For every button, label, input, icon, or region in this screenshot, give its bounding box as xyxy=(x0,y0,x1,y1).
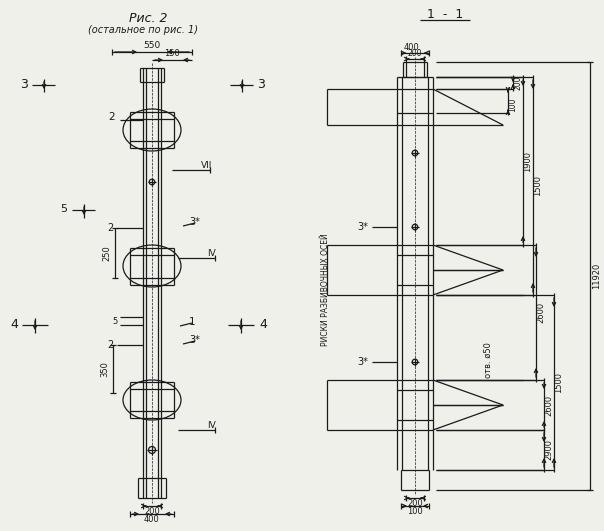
Text: 100: 100 xyxy=(509,98,518,112)
Text: 400: 400 xyxy=(144,516,160,525)
Text: 1500: 1500 xyxy=(554,372,564,393)
Text: 150: 150 xyxy=(164,49,180,58)
Text: 4: 4 xyxy=(10,318,18,330)
Text: 200: 200 xyxy=(407,500,423,509)
Text: (остальное по рис. 1): (остальное по рис. 1) xyxy=(88,25,198,35)
Text: 200: 200 xyxy=(513,76,522,90)
Text: 2600: 2600 xyxy=(544,395,553,416)
Text: 200: 200 xyxy=(144,508,160,517)
Text: 1900: 1900 xyxy=(524,150,533,172)
Text: 5: 5 xyxy=(60,204,68,214)
Text: 1: 1 xyxy=(188,317,195,327)
Text: 550: 550 xyxy=(143,41,161,50)
Text: 1  -  1: 1 - 1 xyxy=(427,7,463,21)
Text: отв. ø50: отв. ø50 xyxy=(483,342,492,378)
Text: IV: IV xyxy=(208,250,216,259)
Text: IV: IV xyxy=(208,422,216,431)
Text: РИСКИ РАЗБИВОЧНЫХ ОСЕЙ: РИСКИ РАЗБИВОЧНЫХ ОСЕЙ xyxy=(321,234,330,346)
Text: 3*: 3* xyxy=(190,335,201,345)
Text: VII: VII xyxy=(201,160,213,169)
Text: 200: 200 xyxy=(408,49,422,58)
Text: 2: 2 xyxy=(107,340,113,350)
Text: 2: 2 xyxy=(109,112,115,122)
Text: 1500: 1500 xyxy=(533,176,542,196)
Text: 2600: 2600 xyxy=(536,302,545,323)
Text: 400: 400 xyxy=(404,42,420,52)
Text: 3*: 3* xyxy=(358,357,368,367)
Text: Рис. 2: Рис. 2 xyxy=(129,12,167,24)
Text: 250: 250 xyxy=(103,245,112,261)
Text: 100: 100 xyxy=(407,508,423,517)
Text: 3*: 3* xyxy=(358,222,368,232)
Text: 11920: 11920 xyxy=(593,263,602,289)
Text: 3: 3 xyxy=(257,78,265,90)
Text: 350: 350 xyxy=(100,361,109,377)
Text: 5: 5 xyxy=(112,316,118,326)
Text: 3*: 3* xyxy=(190,217,201,227)
Text: 3: 3 xyxy=(20,78,28,90)
Text: 2: 2 xyxy=(107,223,113,233)
Text: 4: 4 xyxy=(259,318,267,330)
Text: 2900: 2900 xyxy=(544,440,553,460)
